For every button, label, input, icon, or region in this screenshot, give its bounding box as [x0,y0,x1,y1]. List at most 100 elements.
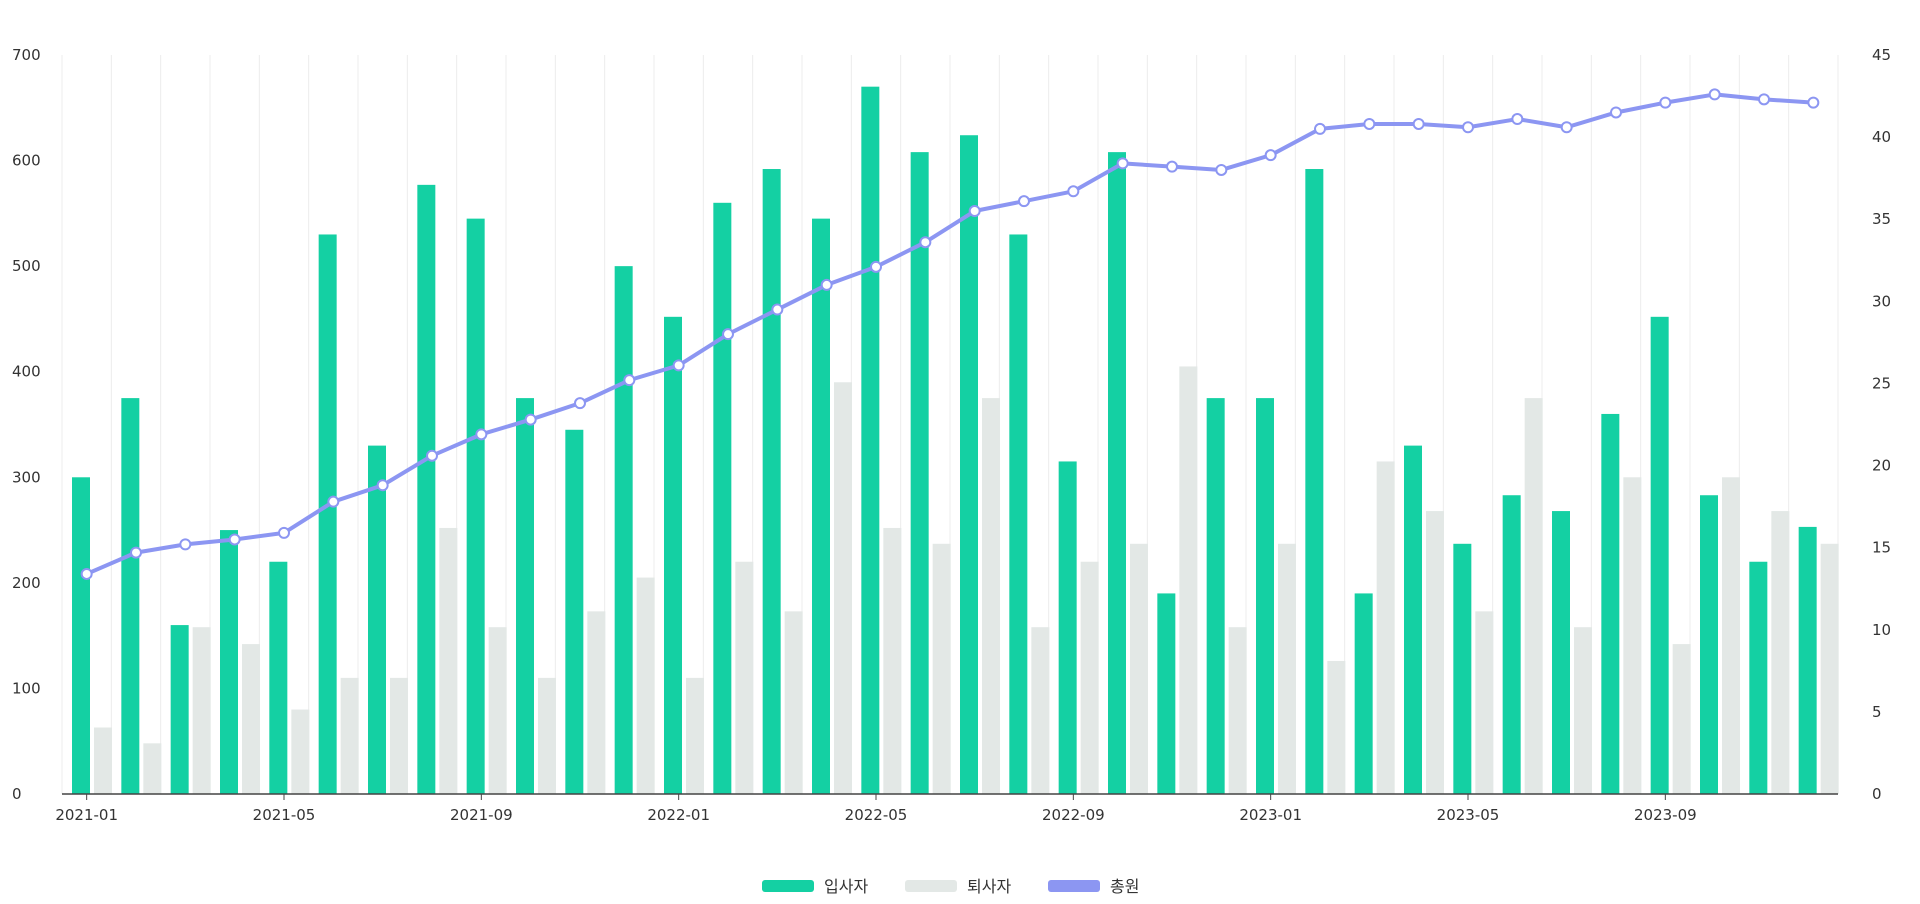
bar-resignations[interactable] [390,677,408,794]
bar-resignations[interactable] [1722,477,1740,794]
total-point[interactable] [228,533,241,546]
bar-hires[interactable] [861,86,880,794]
bar-resignations[interactable] [587,611,606,794]
total-point[interactable] [524,413,537,426]
legend[interactable]: 입사자 퇴사자 총원 [762,877,1139,896]
bar-hires[interactable] [565,429,584,794]
bar-resignations[interactable] [143,743,162,794]
bar-resignations[interactable] [932,543,951,794]
bar-hires[interactable] [1009,234,1028,794]
total-point[interactable] [1462,121,1474,134]
bar-hires[interactable] [1157,593,1176,794]
bar-resignations[interactable] [1179,366,1198,794]
bar-hires[interactable] [762,169,781,794]
total-point[interactable] [1758,93,1770,106]
total-point[interactable] [130,546,142,559]
bar-hires[interactable] [1206,398,1225,794]
bar-hires[interactable] [1502,495,1521,794]
bar-resignations[interactable] [1031,627,1050,794]
bar-hires[interactable] [664,316,682,794]
total-point[interactable] [376,479,389,492]
bar-resignations[interactable] [636,577,655,794]
total-point[interactable] [1560,121,1573,134]
total-point[interactable] [574,397,586,410]
bar-hires[interactable] [960,135,978,795]
total-point[interactable] [870,260,882,273]
bar-hires[interactable] [466,218,485,794]
bar-resignations[interactable] [192,627,211,794]
bar-hires[interactable] [170,625,189,794]
bar-hires[interactable] [1552,511,1570,794]
bar-hires[interactable] [269,561,288,794]
total-point[interactable] [1511,113,1524,126]
total-point[interactable] [179,538,192,551]
total-point[interactable] [1067,185,1080,198]
total-point[interactable] [475,428,488,441]
bar-resignations[interactable] [834,382,852,794]
bar-resignations[interactable] [982,398,1000,794]
bar-hires[interactable] [910,152,929,794]
bar-hires[interactable] [1749,561,1768,794]
total-point[interactable] [1708,88,1721,101]
total-point[interactable] [327,495,340,508]
total-point[interactable] [1264,149,1277,162]
bar-hires[interactable] [1700,495,1718,794]
total-point[interactable] [1659,96,1672,109]
bar-hires[interactable] [1354,593,1373,794]
bar-hires[interactable] [1601,413,1620,794]
bar-resignations[interactable] [1327,660,1346,794]
legend-item[interactable]: 퇴사자 [905,877,1011,896]
bar-hires[interactable] [121,398,140,794]
bar-resignations[interactable] [291,709,310,794]
bar-resignations[interactable] [784,611,803,794]
bar-hires[interactable] [1798,526,1817,794]
bar-hires[interactable] [1404,445,1422,794]
total-point[interactable] [820,278,833,291]
bar-hires[interactable] [614,266,633,795]
bar-hires[interactable] [1453,543,1472,794]
total-point[interactable] [1363,117,1376,130]
bar-resignations[interactable] [1475,611,1494,794]
bar-hires[interactable] [812,218,830,794]
bar-resignations[interactable] [1623,477,1642,794]
bar-resignations[interactable] [686,677,704,794]
bar-hires[interactable] [1305,169,1324,794]
total-point[interactable] [1166,160,1178,173]
total-point[interactable] [1610,106,1622,119]
bar-hires[interactable] [1108,152,1126,794]
total-point[interactable] [968,205,981,218]
legend-item[interactable]: 총원 [1048,877,1139,896]
bar-resignations[interactable] [1426,511,1444,794]
bar-hires[interactable] [1256,398,1274,794]
bar-resignations[interactable] [242,644,260,794]
bar-hires[interactable] [1058,461,1077,794]
bar-hires[interactable] [318,234,337,794]
bar-hires[interactable] [516,398,534,794]
bar-hires[interactable] [368,445,386,794]
bar-resignations[interactable] [1820,543,1839,794]
bar-hires[interactable] [220,530,238,794]
bar-resignations[interactable] [340,677,359,794]
total-point[interactable] [1215,163,1228,176]
total-point[interactable] [426,449,438,462]
bar-hires[interactable] [713,202,732,795]
total-point[interactable] [1412,117,1425,130]
bar-hires[interactable] [417,184,436,795]
bar-resignations[interactable] [1228,627,1247,794]
bar-hires[interactable] [72,477,90,794]
bar-resignations[interactable] [1080,561,1099,794]
legend-item[interactable]: 입사자 [762,877,868,896]
bar-resignations[interactable] [1574,627,1592,794]
total-point[interactable] [1116,157,1129,170]
bar-resignations[interactable] [1771,511,1790,794]
total-point[interactable] [722,328,734,341]
bar-resignations[interactable] [488,627,507,794]
total-point[interactable] [672,359,685,372]
bar-resignations[interactable] [883,527,902,794]
bar-resignations[interactable] [538,677,556,794]
total-point[interactable] [919,236,932,249]
total-point[interactable] [1314,122,1326,135]
total-point[interactable] [278,526,290,539]
bar-resignations[interactable] [1278,543,1296,794]
bar-resignations[interactable] [1130,543,1148,794]
